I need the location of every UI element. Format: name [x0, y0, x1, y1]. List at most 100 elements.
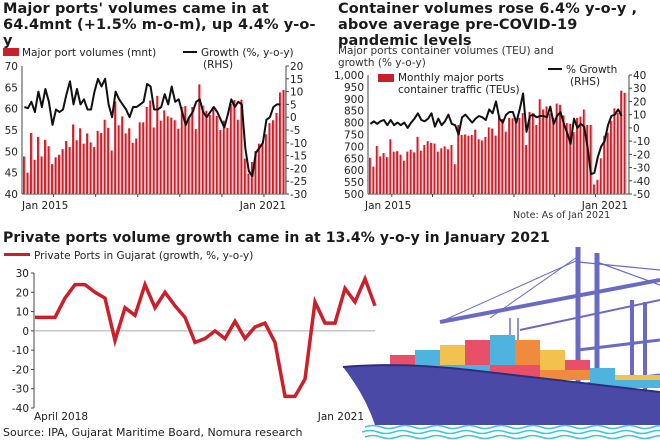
- bar-highlight: [200, 84, 202, 194]
- chart2-legend-rhs: (RHS): [570, 76, 601, 88]
- bar: [135, 138, 138, 194]
- bar-highlight: [381, 156, 383, 194]
- bar: [423, 144, 426, 194]
- y2-tick-label: 0: [290, 112, 297, 124]
- bar-highlight: [175, 120, 177, 194]
- y2-tick-label: -10: [290, 138, 307, 150]
- bar: [131, 142, 134, 194]
- bar-highlight: [387, 157, 389, 194]
- bar-highlight: [126, 133, 128, 194]
- bar-highlight: [615, 108, 617, 194]
- bar: [589, 124, 592, 194]
- y-tick-label: 950: [344, 82, 364, 94]
- bar: [399, 154, 402, 194]
- bar-highlight: [266, 134, 268, 194]
- bar: [409, 149, 412, 194]
- bar: [562, 115, 565, 194]
- y-tick-label: 750: [344, 130, 364, 142]
- bar: [538, 99, 541, 194]
- bar-highlight: [547, 106, 549, 194]
- bar: [498, 115, 500, 194]
- bar: [236, 119, 239, 194]
- bar: [379, 156, 382, 194]
- bar: [40, 156, 43, 194]
- y-tick-label: 20: [16, 287, 29, 299]
- bar: [620, 90, 623, 194]
- bar: [508, 117, 511, 194]
- bar-highlight: [452, 144, 454, 194]
- bar-highlight: [52, 164, 55, 194]
- bar: [170, 117, 173, 194]
- bar-highlight: [151, 100, 153, 194]
- bar: [474, 129, 477, 194]
- bar: [86, 133, 89, 194]
- bar-highlight: [84, 143, 86, 194]
- y2-tick-label: -15: [290, 151, 307, 163]
- bar: [416, 136, 419, 194]
- y2-tick-label: -20: [290, 163, 307, 175]
- bar-highlight: [98, 130, 100, 194]
- bar: [30, 132, 32, 194]
- bar-highlight: [217, 115, 219, 194]
- bar-highlight: [370, 157, 372, 194]
- bar: [219, 130, 222, 194]
- bar-highlight: [74, 124, 76, 194]
- y-tick-label: 50: [5, 146, 18, 158]
- bar-highlight: [503, 119, 505, 194]
- y2-tick-label: 20: [633, 96, 646, 108]
- legend-label-line: % Growth: [566, 64, 618, 76]
- bar: [369, 157, 371, 194]
- bar: [117, 125, 120, 194]
- bar-highlight: [263, 142, 265, 194]
- bar: [613, 108, 616, 194]
- bar-highlight: [24, 156, 26, 194]
- bar-highlight: [543, 109, 546, 194]
- y-tick-label: 0: [22, 326, 29, 338]
- bar: [142, 122, 145, 194]
- bar-highlight: [77, 140, 79, 194]
- bar-highlight: [252, 162, 254, 194]
- bar-highlight: [469, 135, 471, 194]
- growth-line: [369, 92, 623, 176]
- bar: [531, 113, 534, 194]
- x-label-end: Jan 2021: [239, 200, 286, 212]
- y2-tick-label: -30: [633, 163, 650, 175]
- chart2-note: Note: As of Jan 2021: [513, 210, 611, 221]
- bar: [205, 110, 208, 194]
- bar: [447, 149, 449, 194]
- chart1-plot: 7065605550454020151050-5-10-15-20-25-30J…: [5, 61, 308, 212]
- bar: [610, 120, 612, 194]
- legend-label-bars: Monthly major ports container traffic (T…: [398, 72, 520, 96]
- bar-highlight: [214, 109, 216, 194]
- bar: [68, 147, 71, 194]
- bar: [72, 124, 75, 194]
- bar: [511, 118, 514, 194]
- bar: [282, 89, 285, 194]
- bar: [138, 122, 141, 194]
- bar-highlight: [520, 117, 522, 194]
- bar-highlight: [45, 139, 48, 194]
- y-tick-label: 900: [344, 94, 364, 106]
- bar-highlight: [486, 136, 488, 194]
- bar: [23, 156, 25, 194]
- bar: [586, 124, 589, 194]
- bar-highlight: [527, 144, 529, 194]
- bar-highlight: [28, 172, 30, 194]
- bar-highlight: [404, 160, 406, 194]
- bar: [180, 106, 183, 194]
- bar: [194, 129, 197, 194]
- bar-highlight: [611, 120, 613, 194]
- y2-tick-label: 15: [290, 74, 303, 86]
- bar: [548, 113, 551, 194]
- bar-highlight: [119, 125, 121, 194]
- bar-highlight: [59, 154, 62, 194]
- bar-highlight: [280, 92, 282, 194]
- y-tick-label: -30: [12, 384, 29, 396]
- bar-highlight: [91, 142, 93, 194]
- bar: [606, 132, 609, 194]
- bar-highlight: [445, 146, 447, 194]
- bar: [504, 131, 507, 194]
- bar: [623, 92, 626, 194]
- bar-highlight: [186, 106, 188, 194]
- ship-hull: [343, 365, 660, 425]
